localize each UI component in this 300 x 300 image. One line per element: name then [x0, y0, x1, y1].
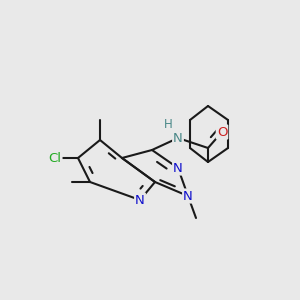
Text: O: O [217, 125, 227, 139]
Text: N: N [135, 194, 145, 206]
Text: N: N [173, 131, 183, 145]
Text: N: N [173, 161, 183, 175]
Text: Cl: Cl [49, 152, 62, 164]
Text: H: H [164, 118, 172, 130]
Text: N: N [183, 190, 193, 202]
